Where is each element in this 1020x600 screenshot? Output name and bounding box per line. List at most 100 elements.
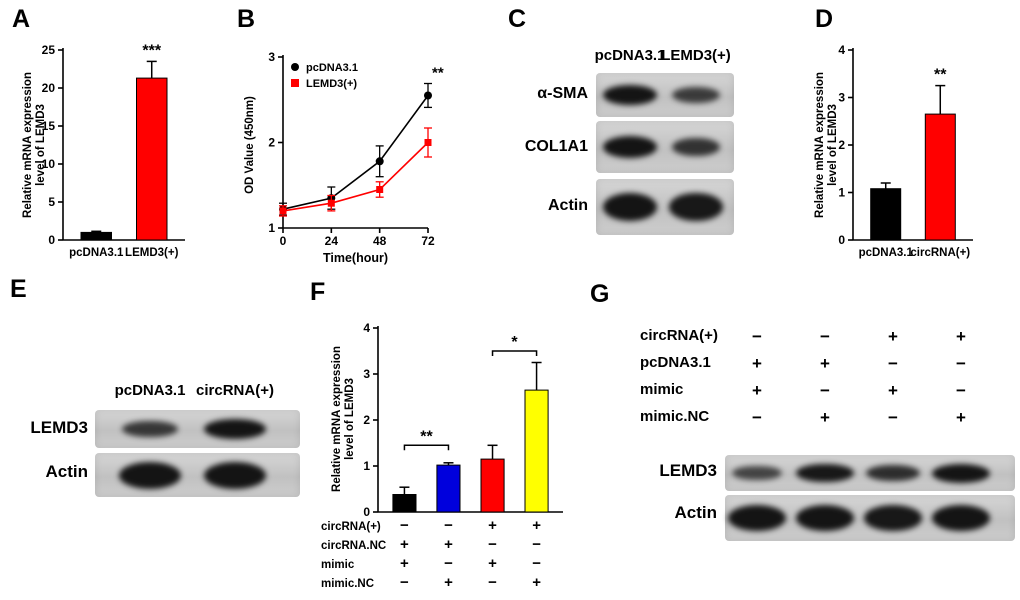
y-tick-label: 0 [48,233,55,247]
condition-value: − [400,574,409,591]
y-tick-label: 10 [42,157,56,171]
significance-label: *** [142,42,161,59]
bar [136,77,168,241]
significance-label: ** [420,428,433,445]
blot-band [796,505,854,531]
bar [80,231,112,241]
panel-g: G circRNA(+) − − + + pcDNA3.1 + + − − mimic + − + − mim… [585,275,1020,595]
panel-a-bar-chart: 0 5 10 15 20 25 pcDNA3.1 LEMD3(+) *** [42,42,185,259]
condition-label: circRNA.NC [321,540,386,552]
blot-band [796,463,854,483]
blot-band [932,505,990,531]
blot-strip [596,179,734,235]
bar [436,464,461,513]
panel-b: B OD Value (450nm) Time(hour) 1 2 3 0 24 48 72… [228,5,463,270]
panel-g-condition-table: circRNA(+) − − + + pcDNA3.1 + + − − mimic + − + − mimic… [585,275,1020,595]
panel-f: F Relative mRNA expression level of LEMD… [303,278,575,600]
condition-value: + [488,555,497,572]
panel-e: E pcDNA3.1 circRNA(+) LEMD3 Actin [8,270,308,510]
condition-value: − [444,517,453,534]
legend-marker [291,79,299,87]
significance-label: * [511,334,518,351]
blot-band [932,463,990,483]
condition-value: − [820,327,830,346]
condition-label: mimic.NC [321,578,374,590]
panel-c: C pcDNA3.1 LEMD3(+) α-SMA COL1A1 Actin [500,5,780,265]
x-tick-label: 48 [373,234,387,248]
category-label: pcDNA3.1 [859,247,914,259]
data-point [376,186,384,193]
condition-value: − [956,354,966,373]
blot-band [671,137,721,157]
blot-row-label-actin: Actin [548,197,588,214]
data-point [375,157,384,166]
condition-value: − [956,381,966,400]
condition-value: − [820,381,830,400]
condition-label: mimic [640,381,684,398]
blot-row-label-asma: α-SMA [537,85,588,102]
category-label: LEMD3(+) [125,247,179,259]
data-point [279,207,287,215]
condition-label: circRNA(+) [321,521,381,533]
condition-value: + [956,327,966,346]
y-tick-label: 3 [838,91,845,105]
blot-row-label-lemd3: LEMD3 [659,461,717,480]
blot-band [119,461,181,489]
blot-band [204,461,266,489]
y-tick-label: 2 [268,136,275,150]
lane-header-circrna: circRNA(+) [196,382,274,399]
bar [924,113,956,241]
condition-value: + [820,408,830,427]
condition-value: + [752,354,762,373]
condition-value: − [400,517,409,534]
blot-band [669,193,723,221]
category-label: pcDNA3.1 [69,247,124,259]
panel-b-x-axis-title: Time(hour) [322,251,389,265]
y-tick-label: 3 [268,50,275,64]
condition-value: + [444,536,453,553]
bar [524,389,549,513]
condition-value: + [956,408,966,427]
y-tick-label: 0 [363,505,370,519]
blot-row-label-lemd3: LEMD3 [30,418,88,437]
condition-value: + [400,536,409,553]
blot-band [732,465,782,481]
x-tick-label: 24 [325,234,339,248]
bar [480,458,505,513]
panel-f-label: F [310,278,326,306]
condition-value: + [820,354,830,373]
significance-bracket [491,350,538,356]
condition-label: pcDNA3.1 [640,354,711,371]
panel-b-label: B [237,5,256,33]
legend-label: pcDNA3.1 [306,62,358,74]
condition-value: − [532,536,541,553]
condition-value: − [752,327,762,346]
bar [392,494,417,513]
condition-label: circRNA(+) [640,327,718,344]
y-tick-label: 0 [838,233,845,247]
condition-value: + [488,517,497,534]
series-line [282,95,429,210]
significance-label: ** [934,67,947,84]
blot-band [603,136,657,158]
blot-band [864,505,922,531]
condition-value: − [888,354,898,373]
data-point [424,139,432,146]
panel-b-line-chart: 1 2 3 0 24 48 72 pcDNA3.1 LEMD3(+) ** [268,50,444,248]
panel-g-blot [585,275,1020,595]
condition-value: + [400,555,409,572]
blot-band [672,86,720,104]
condition-value: + [888,381,898,400]
condition-value: − [444,555,453,572]
y-tick-label: 4 [838,43,845,57]
y-tick-label: 15 [42,119,56,133]
y-tick-label: 3 [363,367,370,381]
x-tick-label: 72 [421,234,435,248]
condition-value: − [532,555,541,572]
condition-value: − [488,536,497,553]
panel-a-label: A [12,5,31,33]
panel-a: A Relative mRNA expression level of LEMD… [8,5,223,270]
significance-label: ** [432,65,444,82]
